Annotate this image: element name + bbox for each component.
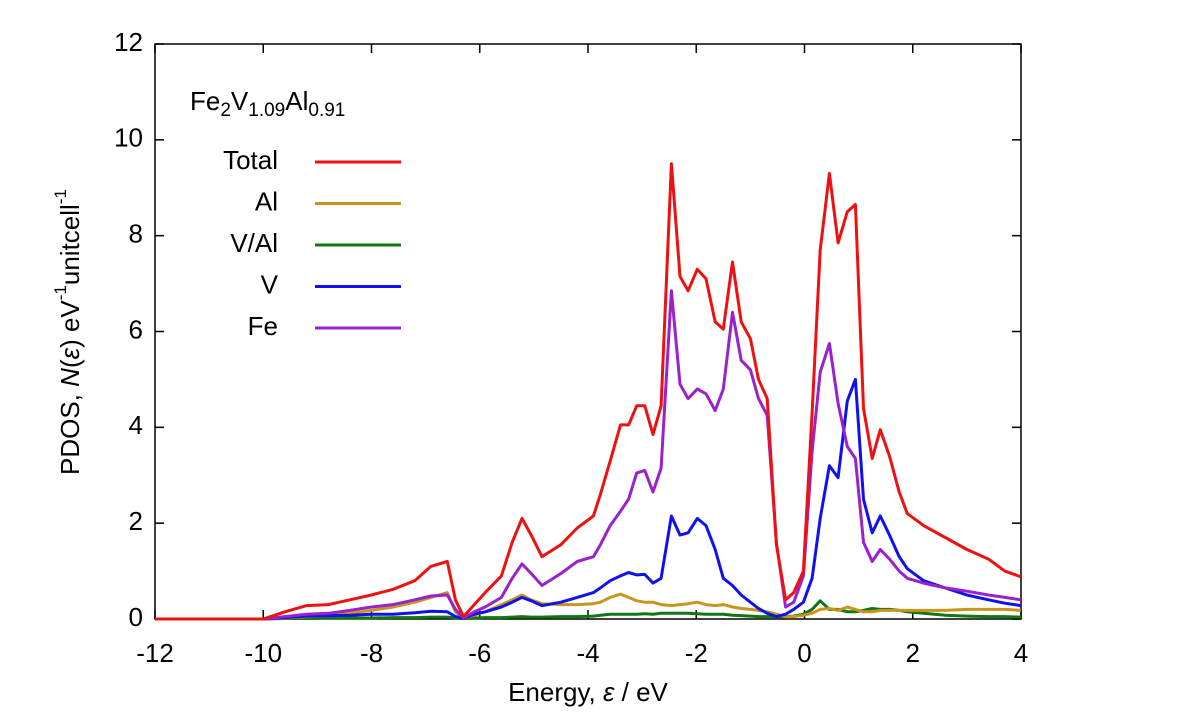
label-part: -1: [51, 285, 70, 300]
x-tick-label: -12: [136, 638, 174, 668]
label-part: / eV: [614, 677, 668, 707]
label-part: PDOS,: [55, 387, 85, 475]
plot-frame: [154, 43, 1022, 620]
label-part: Energy,: [508, 677, 603, 707]
label-part: ) eV: [55, 300, 85, 348]
series-line: [155, 289, 1022, 621]
x-tick-label: -6: [468, 638, 491, 668]
label-part: 0.91: [308, 100, 345, 121]
y-tick-label: 0: [129, 602, 143, 632]
legend-label: Al: [255, 186, 278, 216]
label-part: ε: [55, 347, 85, 359]
x-tick-label: -4: [576, 638, 599, 668]
label-part: N: [55, 368, 85, 387]
series-line: [155, 377, 1022, 621]
y-tick-label: 10: [114, 123, 143, 153]
label-part: ε: [603, 677, 615, 707]
label-part: Fe: [190, 86, 220, 116]
x-tick-label: 4: [1014, 638, 1028, 668]
y-tick-label: 2: [129, 506, 143, 536]
series-line: [155, 599, 1022, 621]
x-tick-label: -8: [360, 638, 383, 668]
label-part: V: [231, 86, 249, 116]
label-part: 2: [220, 100, 231, 121]
x-tick-label: -2: [685, 638, 708, 668]
label-part: Al: [285, 86, 308, 116]
legend-label: Fe: [248, 311, 278, 341]
series-line: [155, 162, 1022, 621]
x-tick-label: -10: [244, 638, 282, 668]
y-tick-label: 8: [129, 219, 143, 249]
label-part: 1.09: [248, 100, 285, 121]
label-part: -1: [51, 189, 70, 204]
legend-label: V: [261, 269, 279, 299]
annotation: Fe2V1.09Al0.91: [190, 86, 345, 121]
label-part: (: [55, 359, 85, 368]
x-tick-label: 0: [797, 638, 811, 668]
x-tick-label: 2: [906, 638, 920, 668]
y-tick-label: 12: [114, 27, 143, 57]
y-tick-label: 4: [129, 410, 143, 440]
legend-label: Total: [223, 145, 278, 175]
legend-label: V/Al: [230, 228, 278, 258]
label-part: unitcell: [55, 204, 85, 285]
y-axis-label: PDOS, N(ε) eV-1unitcell-1: [51, 189, 84, 475]
y-tick-label: 6: [129, 314, 143, 344]
x-axis-label: Energy, ε / eV: [508, 677, 668, 707]
